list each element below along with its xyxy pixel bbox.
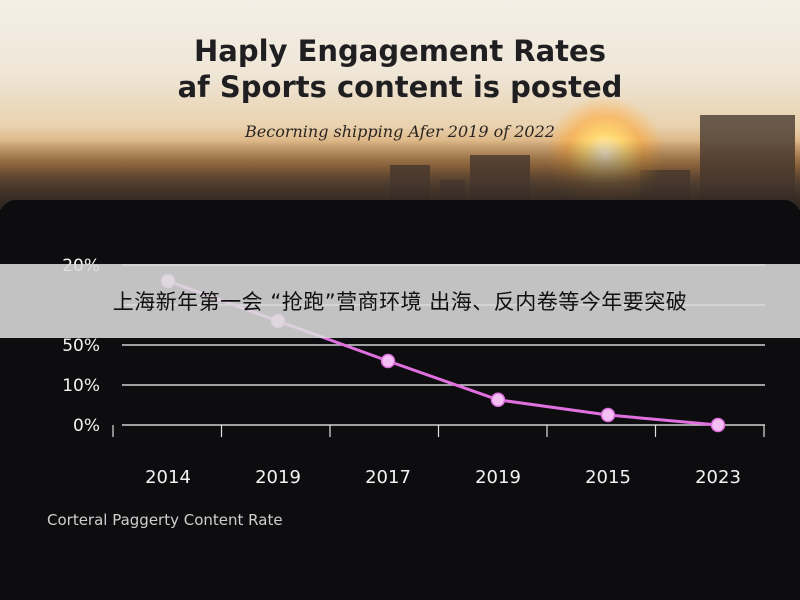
data-point (490, 392, 506, 408)
x-axis-caption: Corteral Paggerty Content Rate (47, 511, 283, 529)
news-banner-text: 上海新年第一会 “抢跑”营商环境 出海、反内卷等今年要突破 (112, 290, 688, 314)
data-point (380, 353, 396, 369)
data-point (710, 417, 726, 433)
x-tick-label: 2023 (695, 467, 741, 488)
y-tick-label: 0% (73, 416, 100, 436)
city-skyline (0, 140, 800, 210)
x-tick-label: 2017 (365, 467, 411, 488)
y-tick-label: 10% (62, 376, 100, 396)
data-point (600, 407, 616, 423)
x-tick-label: 2019 (475, 467, 521, 488)
chart-title-line1: Haply Engagement Rates (194, 34, 606, 68)
x-tick-label: 2015 (585, 467, 631, 488)
x-tick-label: 2019 (255, 467, 301, 488)
x-tick-label: 2014 (145, 467, 191, 488)
y-tick-label: 50% (62, 336, 100, 356)
chart-title-line2: af Sports content is posted (177, 70, 623, 104)
sunset-background (0, 0, 800, 210)
news-banner: 上海新年第一会 “抢跑”营商环境 出海、反内卷等今年要突破 (0, 264, 800, 338)
chart-subtitle: Becorning shipping Afer 2019 of 2022 (245, 122, 555, 141)
